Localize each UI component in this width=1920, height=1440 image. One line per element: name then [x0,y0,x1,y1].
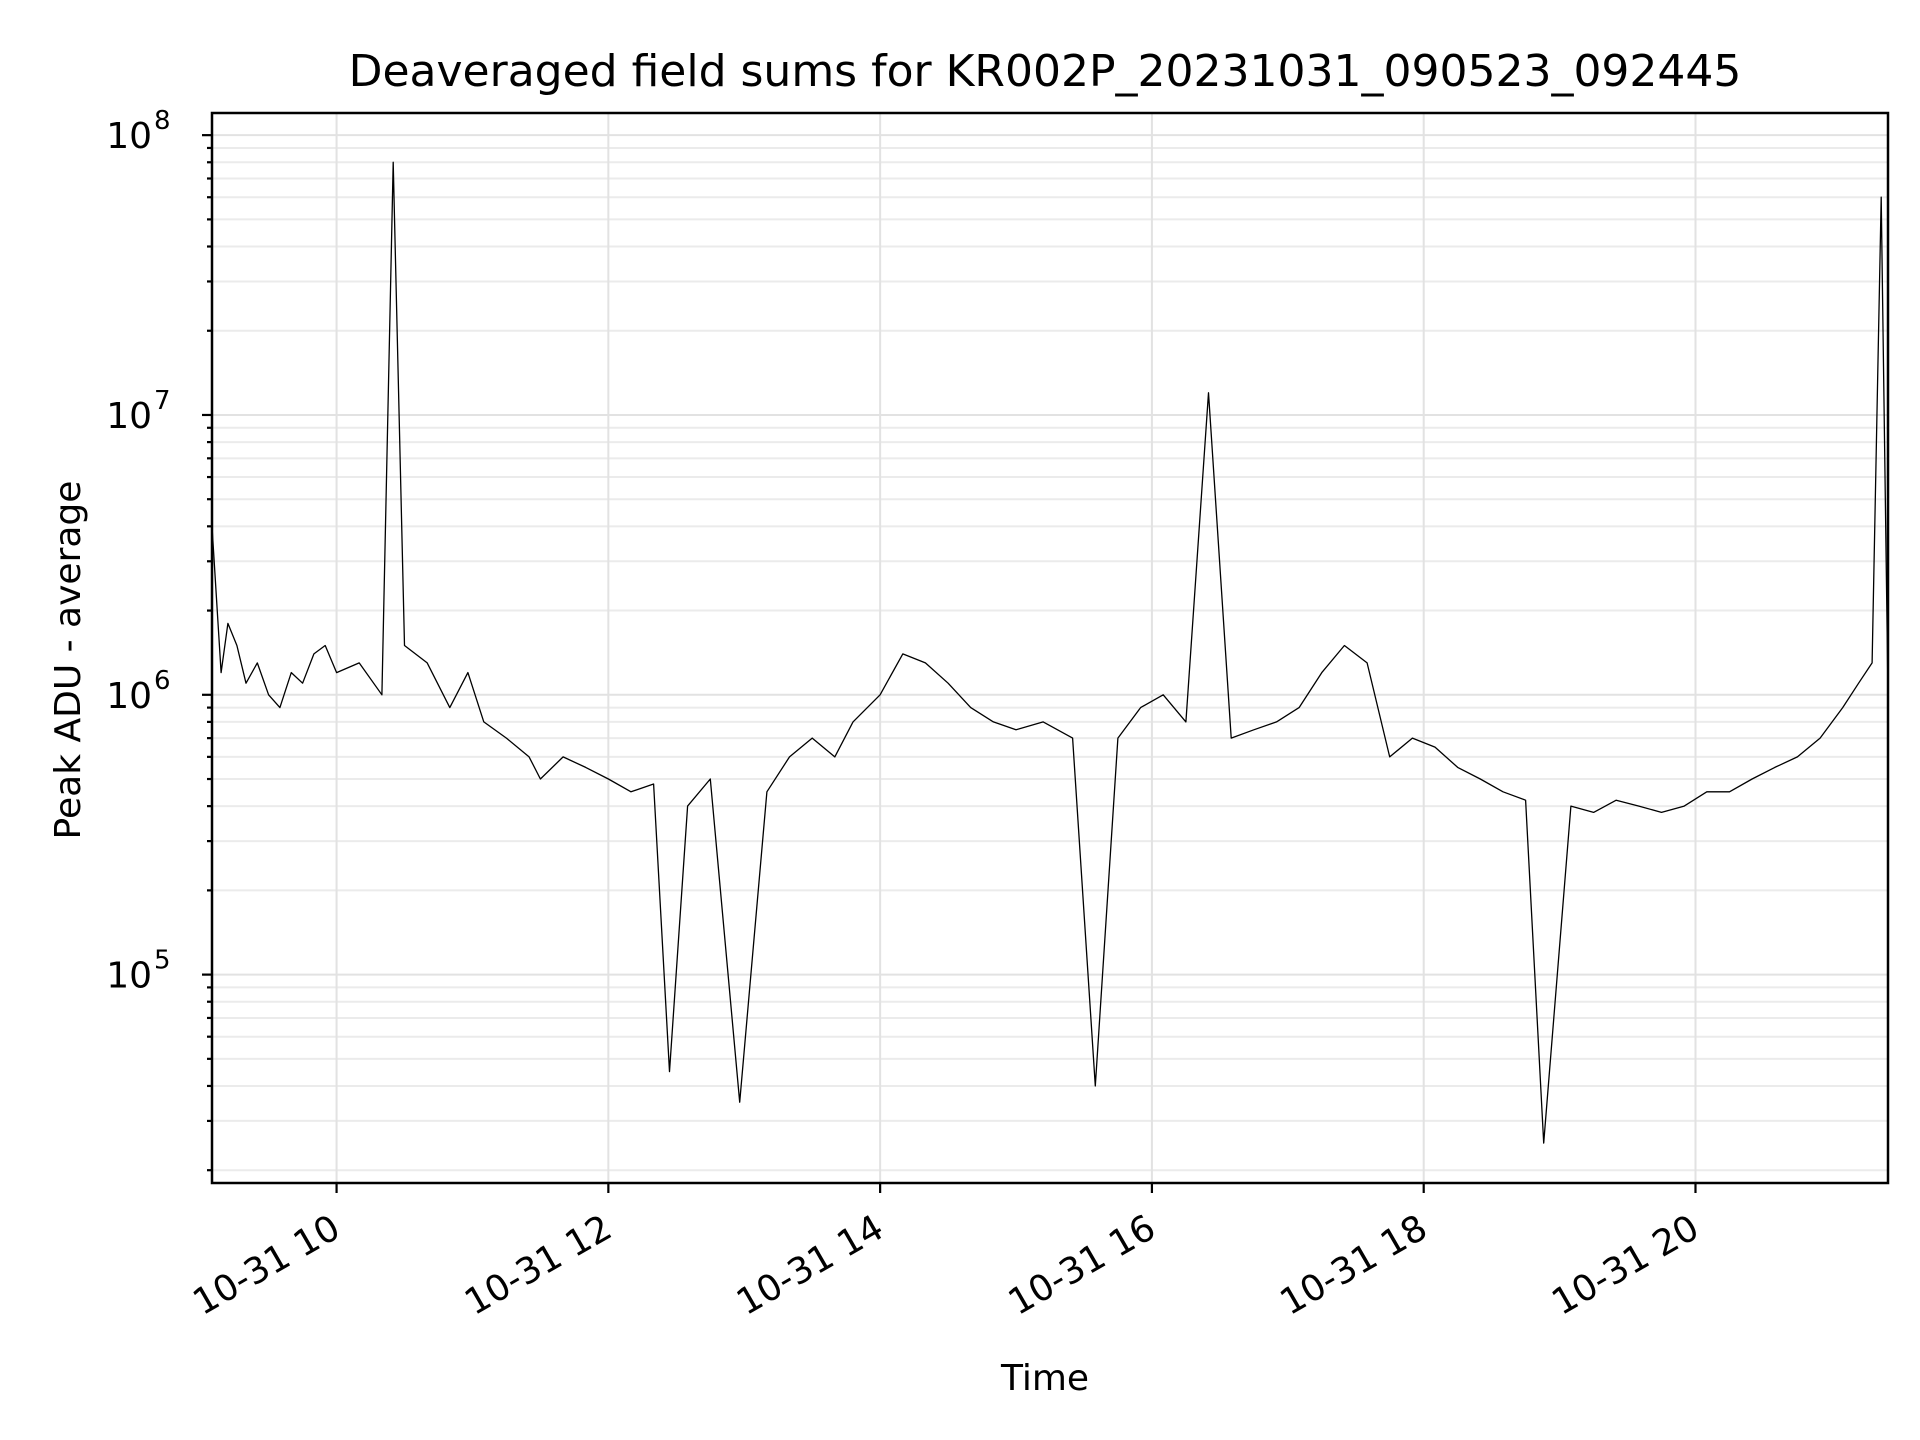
series-line [211,161,1889,1144]
x-tick-label: 10-31 16 [1002,1207,1163,1323]
y-tick-exponent: 5 [154,946,171,976]
x-tick-label: 10-31 10 [186,1207,347,1323]
x-tick-label: 10-31 14 [730,1207,891,1323]
x-axis: 10-31 10 10-31 12 10-31 14 10-31 16 10-31 18… [186,1183,1706,1324]
grid [212,113,1888,1183]
x-axis-label: Time [1000,1358,1089,1399]
y-axis-label: Peak ADU - average [48,481,89,840]
y-tick-label: 10 [106,676,152,717]
x-tick-label: 10-31 20 [1545,1207,1706,1323]
y-tick-label: 10 [106,396,152,437]
y-tick-label: 10 [106,956,152,997]
y-tick-exponent: 8 [154,106,171,136]
plot-frame [210,111,1890,1185]
y-tick-exponent: 6 [154,666,171,696]
y-tick-exponent: 7 [154,386,171,416]
x-tick-label: 10-31 18 [1274,1207,1435,1323]
y-tick-label: 10 [106,116,152,157]
chart-title: Deaveraged field sums for KR002P_2023103… [349,46,1742,97]
x-tick-label: 10-31 12 [458,1207,619,1323]
